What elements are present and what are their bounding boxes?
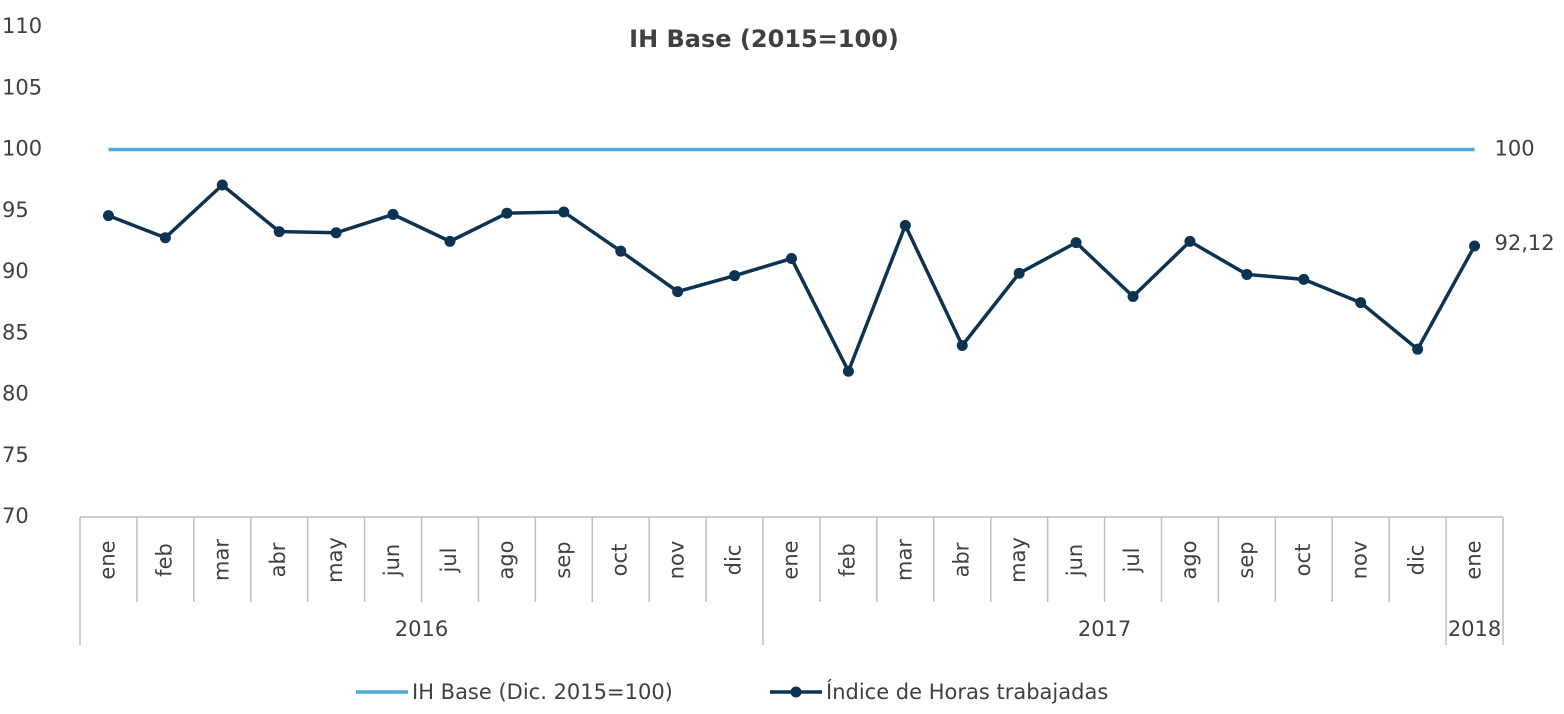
x-tick-label: dic bbox=[722, 545, 746, 576]
x-tick-label: may bbox=[323, 537, 347, 583]
legend-marker bbox=[790, 686, 802, 698]
x-tick-label: nov bbox=[665, 541, 689, 580]
x-tick-label: jun bbox=[1063, 544, 1087, 577]
x-tick-label: ene bbox=[95, 540, 119, 579]
y-tick-label: 75 bbox=[2, 443, 29, 467]
point bbox=[501, 207, 513, 219]
y-tick-label: 80 bbox=[2, 382, 29, 406]
x-group-label: 2016 bbox=[395, 617, 448, 641]
x-tick-label: dic bbox=[1405, 545, 1429, 576]
y-tick-label: 95 bbox=[2, 198, 29, 222]
data-label: 100 bbox=[1495, 137, 1535, 161]
x-tick-label: ene bbox=[1462, 540, 1486, 579]
x-group-label: 2018 bbox=[1448, 617, 1501, 641]
point bbox=[387, 208, 399, 220]
point bbox=[842, 365, 854, 377]
y-tick-label: 100 bbox=[2, 137, 42, 161]
x-tick-label: sep bbox=[551, 541, 575, 578]
x-tick-label: mar bbox=[892, 539, 916, 581]
x-tick-label: jul bbox=[1120, 548, 1144, 574]
x-tick-label: may bbox=[1006, 537, 1030, 583]
point bbox=[330, 227, 342, 239]
legend-label: IH Base (Dic. 2015=100) bbox=[412, 680, 673, 704]
point bbox=[1070, 237, 1082, 249]
point bbox=[444, 235, 456, 247]
x-tick-label: mar bbox=[209, 539, 233, 581]
y-tick-label: 105 bbox=[2, 75, 42, 99]
point bbox=[1298, 273, 1310, 285]
x-tick-label: ago bbox=[1177, 540, 1201, 579]
x-tick-label: jun bbox=[380, 544, 404, 577]
chart-title: IH Base (2015=100) bbox=[629, 25, 899, 53]
series-line bbox=[107, 182, 1477, 376]
point bbox=[1127, 291, 1139, 302]
point bbox=[216, 179, 228, 191]
legend-label: Índice de Horas trabajadas bbox=[826, 679, 1108, 704]
x-tick-label: jul bbox=[437, 548, 461, 574]
point bbox=[273, 226, 285, 238]
point bbox=[1013, 267, 1025, 279]
x-tick-label: sep bbox=[1234, 541, 1258, 578]
data-label: 92,12 bbox=[1495, 231, 1555, 255]
x-tick-label: feb bbox=[152, 543, 176, 577]
y-tick-label: 90 bbox=[2, 259, 29, 283]
point bbox=[786, 253, 797, 265]
x-tick-label: abr bbox=[949, 542, 973, 577]
point bbox=[1355, 297, 1367, 309]
y-tick-label: 110 bbox=[2, 14, 42, 38]
point bbox=[615, 245, 627, 257]
point bbox=[1412, 343, 1424, 355]
x-tick-label: oct bbox=[1291, 544, 1315, 577]
point bbox=[956, 340, 968, 351]
point bbox=[1469, 240, 1481, 252]
point bbox=[102, 210, 114, 222]
point bbox=[672, 286, 684, 298]
x-tick-label: abr bbox=[266, 542, 290, 577]
x-group-label: 2017 bbox=[1078, 617, 1131, 641]
point bbox=[159, 232, 171, 244]
point bbox=[558, 206, 570, 218]
x-tick-label: oct bbox=[608, 544, 632, 577]
point bbox=[899, 219, 911, 231]
y-tick-label: 85 bbox=[2, 320, 29, 344]
x-tick-label: ene bbox=[779, 540, 803, 579]
y-tick-label: 70 bbox=[2, 504, 29, 528]
point bbox=[729, 270, 741, 282]
point bbox=[1241, 268, 1253, 280]
point bbox=[1184, 235, 1196, 247]
x-tick-label: ago bbox=[494, 540, 518, 579]
x-tick-label: nov bbox=[1348, 541, 1372, 580]
x-tick-label: feb bbox=[835, 543, 859, 577]
